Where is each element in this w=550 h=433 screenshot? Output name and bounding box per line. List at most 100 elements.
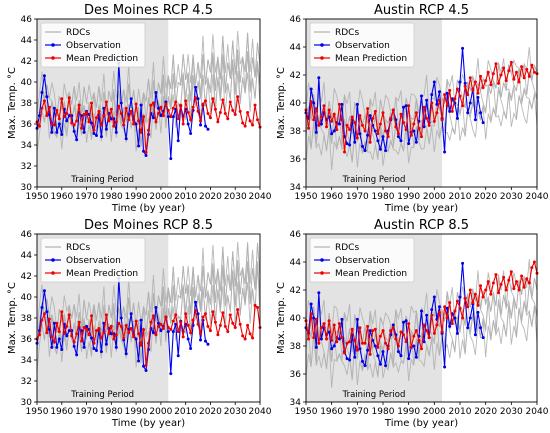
mean-prediction-point-52: [161, 114, 165, 118]
mean-prediction-point-9: [55, 321, 59, 325]
mean-prediction-point-6: [47, 317, 51, 321]
mean-prediction-point-67: [473, 292, 477, 296]
observation-point-27: [99, 135, 103, 139]
mean-prediction-point-87: [248, 332, 252, 336]
legend-marker: [51, 43, 55, 47]
mean-prediction-point-27: [99, 336, 103, 340]
legend-entry: RDCs: [335, 243, 359, 253]
mean-prediction-point-41: [407, 322, 411, 326]
observation-point-3: [309, 87, 313, 91]
observation-point-39: [402, 105, 406, 109]
observation-point-41: [407, 357, 411, 361]
rdc-line-5: [305, 259, 538, 352]
observation-point-22: [358, 347, 362, 351]
observation-point-58: [176, 139, 180, 143]
mean-prediction-point-57: [174, 100, 178, 104]
mean-prediction-point-80: [507, 278, 511, 282]
mean-prediction-point-83: [238, 322, 242, 326]
observation-point-67: [473, 333, 477, 337]
mean-prediction-point-24: [363, 341, 367, 345]
mean-prediction-point-71: [484, 79, 488, 83]
x-tick-label: 2030: [224, 407, 247, 417]
x-tick-label: 1970: [346, 407, 369, 417]
observation-point-16: [72, 344, 76, 348]
observation-point-17: [75, 353, 79, 357]
legend-marker: [51, 258, 55, 262]
mean-prediction-point-49: [427, 336, 431, 340]
mean-prediction-point-30: [378, 122, 382, 126]
mean-prediction-point-25: [366, 107, 370, 111]
y-tick-label: 44: [290, 258, 302, 268]
mean-prediction-point-16: [343, 150, 346, 154]
mean-prediction-point-20: [82, 113, 86, 117]
y-tick-label: 40: [21, 293, 33, 303]
mean-prediction-point-35: [119, 112, 123, 115]
observation-point-44: [414, 355, 418, 359]
mean-prediction-point-14: [67, 96, 71, 100]
x-tick-label: 2040: [526, 407, 549, 417]
observation-point-39: [129, 312, 133, 316]
mean-prediction-point-79: [228, 100, 232, 104]
observation-point-23: [90, 121, 94, 125]
observation-point-27: [99, 350, 103, 354]
mean-prediction-point-28: [373, 109, 377, 113]
chart-panel-1: 1950 1960 1970 1980 1990 2000 2010 2020 2030 2040…: [7, 3, 272, 214]
y-tick-label: 30: [21, 398, 33, 408]
mean-prediction-point-29: [104, 100, 108, 104]
observation-point-5: [314, 130, 318, 134]
training-period-label: Training Period: [70, 390, 134, 400]
observation-point-58: [450, 97, 454, 101]
observation-point-6: [317, 76, 321, 80]
mean-prediction-point-25: [366, 324, 370, 328]
observation-point-37: [124, 352, 128, 356]
mean-prediction-point-59: [453, 309, 457, 313]
observation-point-5: [45, 95, 49, 99]
observation-point-56: [445, 306, 449, 310]
observation-point-23: [90, 336, 94, 340]
observation-point-33: [114, 130, 118, 134]
mean-prediction-point-75: [218, 110, 222, 114]
observation-point-62: [461, 261, 465, 265]
observation-point-13: [65, 334, 69, 338]
observation-point-15: [340, 317, 344, 321]
mean-prediction-point-14: [337, 102, 341, 106]
x-tick-label: 2000: [149, 192, 172, 202]
mean-prediction-point-69: [479, 74, 483, 78]
x-tick-label: 1950: [295, 407, 318, 417]
mean-prediction-point-69: [479, 284, 483, 288]
mean-prediction-point-21: [85, 328, 89, 332]
training-period-label: Training Period: [70, 175, 134, 185]
mean-prediction-point-62: [186, 323, 190, 327]
mean-prediction-point-69: [203, 99, 207, 103]
mean-prediction-point-76: [221, 98, 225, 102]
observation-point-62: [461, 46, 465, 50]
observation-point-41: [134, 122, 138, 126]
mean-prediction-point-13: [335, 128, 339, 132]
observation-point-25: [366, 348, 370, 352]
mean-prediction-point-70: [206, 324, 210, 328]
observation-point-21: [355, 317, 359, 321]
observation-point-53: [437, 305, 441, 309]
observation-point-20: [353, 140, 357, 144]
observation-point-4: [312, 316, 316, 320]
observation-point-41: [407, 142, 411, 146]
mean-prediction-point-13: [65, 112, 69, 115]
mean-prediction-point-77: [223, 112, 227, 115]
y-tick-label: 38: [290, 342, 302, 352]
mean-prediction-point-87: [248, 119, 252, 123]
observation-point-8: [52, 106, 56, 110]
observation-point-66: [196, 312, 200, 316]
mean-prediction-point-8: [322, 104, 326, 108]
legend-entry: Observation: [335, 256, 390, 266]
mean-prediction-point-44: [142, 328, 146, 332]
mean-prediction-point-86: [522, 285, 526, 289]
mean-prediction-point-66: [471, 301, 475, 305]
mean-prediction-point-48: [425, 329, 429, 333]
mean-prediction-point-53: [164, 315, 168, 319]
mean-prediction-point-61: [458, 306, 462, 310]
observation-point-6: [317, 291, 321, 295]
observation-point-51: [432, 295, 436, 299]
mean-prediction-point-4: [42, 312, 46, 316]
x-tick-label: 1950: [26, 407, 49, 417]
rdc-line-3: [305, 280, 538, 366]
